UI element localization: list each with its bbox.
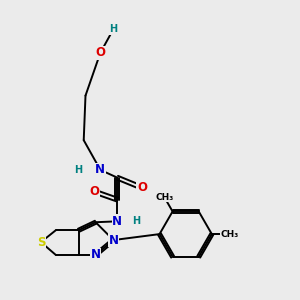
Text: N: N (108, 234, 118, 247)
Text: O: O (89, 185, 99, 198)
Text: H: H (75, 165, 83, 175)
Text: CH₃: CH₃ (155, 193, 173, 202)
Text: H: H (110, 24, 118, 34)
Text: H: H (132, 216, 140, 226)
Text: N: N (91, 248, 100, 261)
Text: CH₃: CH₃ (220, 230, 239, 238)
Text: S: S (37, 236, 45, 249)
Text: N: N (112, 215, 122, 228)
Text: N: N (95, 164, 105, 176)
Text: O: O (137, 181, 147, 194)
Text: O: O (95, 46, 105, 59)
